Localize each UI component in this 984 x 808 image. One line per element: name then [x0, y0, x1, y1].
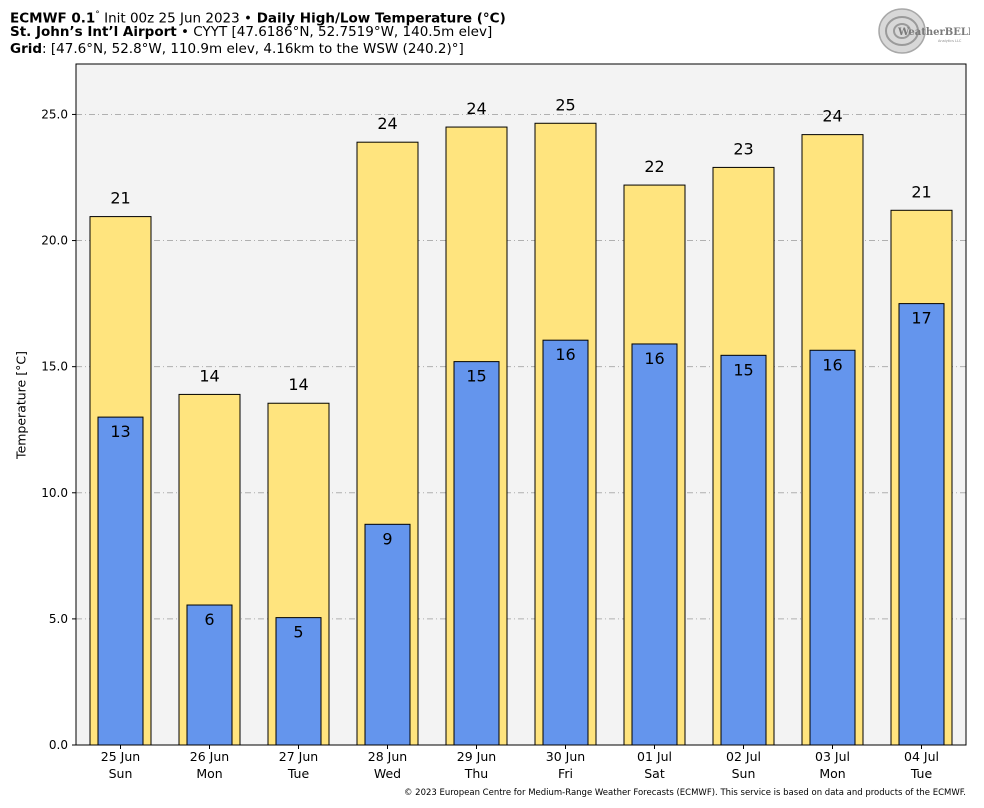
low-bar [809, 349, 856, 746]
x-tick-day: Fri [558, 766, 573, 781]
high-value-label: 14 [199, 366, 219, 385]
x-tick-date: 29 Jun [457, 749, 496, 764]
low-value-label: 15 [733, 360, 753, 379]
x-tick-day: Mon [196, 766, 222, 781]
low-bar [186, 604, 233, 746]
x-tick-day: Tue [910, 766, 933, 781]
x-tick-date: 02 Jul [726, 749, 761, 764]
low-value-label: 5 [293, 623, 303, 642]
low-value-label: 15 [466, 367, 486, 386]
low-value-label: 6 [204, 610, 214, 629]
copyright-footer: © 2023 European Centre for Medium-Range … [403, 788, 966, 798]
low-bar [631, 343, 678, 746]
low-value-label: 16 [555, 345, 575, 364]
low-value-label: 16 [822, 355, 842, 374]
x-tick-date: 28 Jun [368, 749, 407, 764]
high-value-label: 24 [377, 114, 397, 133]
grid-label: Grid [10, 41, 43, 57]
degree-mark: ° [95, 10, 100, 20]
x-tick-day: Thu [464, 766, 488, 781]
low-value-label: 13 [110, 422, 130, 441]
model-name: ECMWF 0.1 [10, 10, 96, 27]
x-tick-day: Sat [644, 766, 665, 781]
y-tick-label: 15.0 [41, 360, 68, 374]
x-tick-day: Sun [732, 766, 756, 781]
y-axis-label: Temperature [°C] [13, 351, 29, 459]
product-title: Daily High/Low Temperature (°C) [252, 10, 506, 27]
low-value-label: 9 [382, 529, 392, 548]
low-bar [364, 523, 411, 746]
low-value-label: 17 [911, 309, 931, 328]
high-value-label: 23 [733, 139, 753, 158]
low-bar [453, 361, 500, 746]
separator: • [176, 24, 194, 40]
y-tick-label: 20.0 [41, 234, 68, 248]
x-tick-date: 25 Jun [101, 749, 140, 764]
low-bar [542, 339, 589, 746]
x-tick-day: Tue [287, 766, 310, 781]
station-details: CYYT [47.6186°N, 52.7519°W, 140.5m elev] [193, 24, 493, 40]
logo-text: WeatherBELL [897, 27, 970, 38]
low-bar [898, 303, 945, 746]
y-tick-label: 25.0 [41, 107, 68, 121]
data-labels: 21 13 14 6 14 5 24 9 24 15 25 16 22 16 23 15 24 16 21 17 [110, 95, 931, 641]
init-time: Init 00z 25 Jun 2023 [99, 10, 245, 27]
high-value-label: 24 [822, 107, 842, 126]
logo-subtext: Analytics LLC [938, 39, 962, 43]
high-value-label: 14 [288, 375, 308, 394]
station-name: St. John’s Int’l Airport [10, 24, 177, 40]
high-value-label: 21 [911, 182, 931, 201]
x-axis: 25 Jun Sun 26 Jun Mon 27 Jun Tue 28 Jun Wed 29 J… [101, 745, 939, 781]
high-value-label: 22 [644, 157, 664, 176]
high-value-label: 24 [466, 99, 486, 118]
x-tick-day: Mon [819, 766, 845, 781]
y-axis: 0.0 5.0 10.0 15.0 20.0 25.0 [41, 107, 76, 752]
high-value-label: 25 [555, 95, 575, 114]
x-tick-date: 04 Jul [904, 749, 939, 764]
x-tick-date: 30 Jun [546, 749, 585, 764]
low-bar [97, 416, 144, 746]
separator: • [244, 10, 252, 27]
x-tick-day: Wed [374, 766, 401, 781]
high-value-label: 21 [110, 189, 130, 208]
low-bar [275, 617, 322, 746]
x-tick-day: Sun [109, 766, 133, 781]
y-tick-label: 5.0 [49, 612, 68, 626]
grid-line: Grid: [47.6°N, 52.8°W, 110.9m elev, 4.16… [10, 41, 464, 57]
weatherbell-logo: WeatherBELL Analytics LLC [878, 8, 970, 54]
low-bar [720, 354, 767, 746]
y-tick-label: 10.0 [41, 486, 68, 500]
y-tick-label: 0.0 [49, 738, 68, 752]
chart-title-line: ECMWF 0.1° Init 00z 25 Jun 2023 • Daily … [10, 7, 506, 27]
low-value-label: 16 [644, 349, 664, 368]
grid-details: : [47.6°N, 52.8°W, 110.9m elev, 4.16km t… [42, 41, 464, 57]
station-line: St. John’s Int’l Airport • CYYT [47.6186… [10, 24, 492, 40]
plot-frame [75, 63, 967, 746]
x-tick-date: 01 Jul [637, 749, 672, 764]
x-tick-date: 03 Jul [815, 749, 850, 764]
x-tick-date: 27 Jun [279, 749, 318, 764]
bars [89, 122, 953, 746]
x-tick-date: 26 Jun [190, 749, 229, 764]
